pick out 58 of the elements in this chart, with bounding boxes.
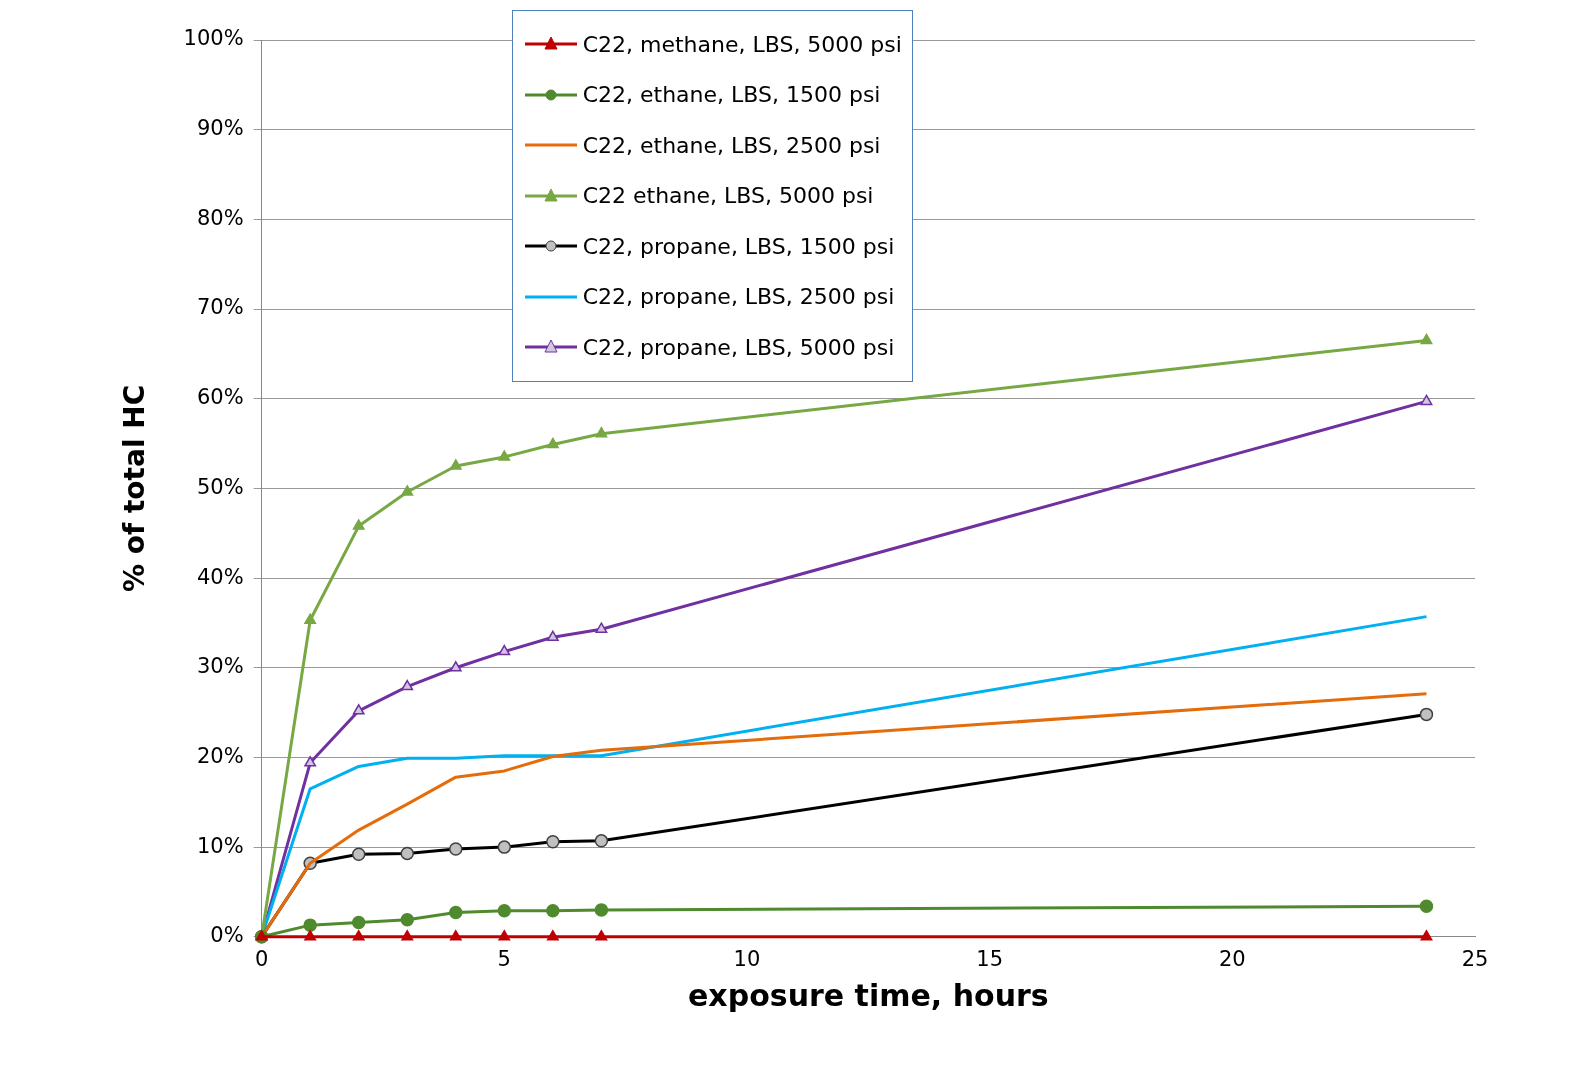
point	[498, 930, 511, 941]
y-tick-label: 40%	[196, 564, 244, 589]
x-tick-label: 10	[733, 946, 761, 971]
point	[304, 930, 317, 941]
point	[351, 915, 366, 930]
point	[595, 930, 608, 941]
y-tick-label: 0%	[210, 923, 244, 948]
point	[1420, 930, 1433, 941]
point	[546, 930, 559, 941]
point	[352, 704, 365, 715]
x-tick-label: 5	[497, 946, 511, 971]
x-tick-label: 15	[976, 946, 1004, 971]
legend-label: C22, methane, LBS, 5000 psi	[582, 31, 902, 57]
x-tick-label: 25	[1461, 946, 1489, 971]
x-axis-title: exposure time, hours	[688, 977, 1049, 1013]
point	[1420, 333, 1433, 345]
y-tick-label: 60%	[196, 385, 244, 410]
point	[1419, 899, 1434, 914]
point	[595, 622, 608, 633]
y-tick-label: 10%	[196, 833, 244, 858]
point	[498, 450, 511, 461]
y-tick-label: 20%	[196, 743, 244, 768]
legend-label: C22, ethane, LBS, 2500 psi	[582, 132, 881, 158]
point	[303, 918, 317, 932]
point	[595, 426, 608, 438]
point	[401, 485, 414, 496]
y-tick-label: 80%	[196, 205, 244, 230]
point	[449, 459, 462, 470]
legend-label: C22 ethane, LBS, 5000 psi	[582, 183, 874, 209]
point	[304, 756, 317, 767]
legend-label: C22, propane, LBS, 1500 psi	[582, 233, 895, 259]
point	[401, 930, 414, 941]
point	[304, 613, 317, 624]
point	[546, 904, 560, 918]
y-tick-label: 90%	[196, 116, 244, 141]
point	[449, 930, 462, 941]
y-axis-title: % of total HC	[118, 384, 152, 592]
x-tick-label: 0	[254, 946, 269, 971]
point	[449, 905, 463, 920]
point	[401, 679, 414, 691]
y-tick-label: 100%	[183, 26, 244, 51]
legend-label: C22, ethane, LBS, 1500 psi	[582, 82, 881, 108]
y-tick-label: 50%	[196, 474, 244, 499]
y-tick-label: 70%	[196, 295, 244, 320]
legend-label: C22, propane, LBS, 5000 psi	[582, 334, 895, 360]
point	[352, 930, 365, 941]
point	[352, 519, 365, 530]
point	[546, 630, 559, 642]
point	[449, 661, 462, 672]
legend-label: C22, propane, LBS, 2500 psi	[582, 284, 895, 310]
x-tick-label: 20	[1218, 946, 1246, 971]
point	[546, 437, 559, 449]
point	[497, 904, 512, 918]
point	[400, 913, 414, 927]
point	[1420, 394, 1433, 406]
point	[498, 644, 511, 656]
y-tick-label: 30%	[196, 654, 244, 679]
point	[594, 903, 609, 917]
